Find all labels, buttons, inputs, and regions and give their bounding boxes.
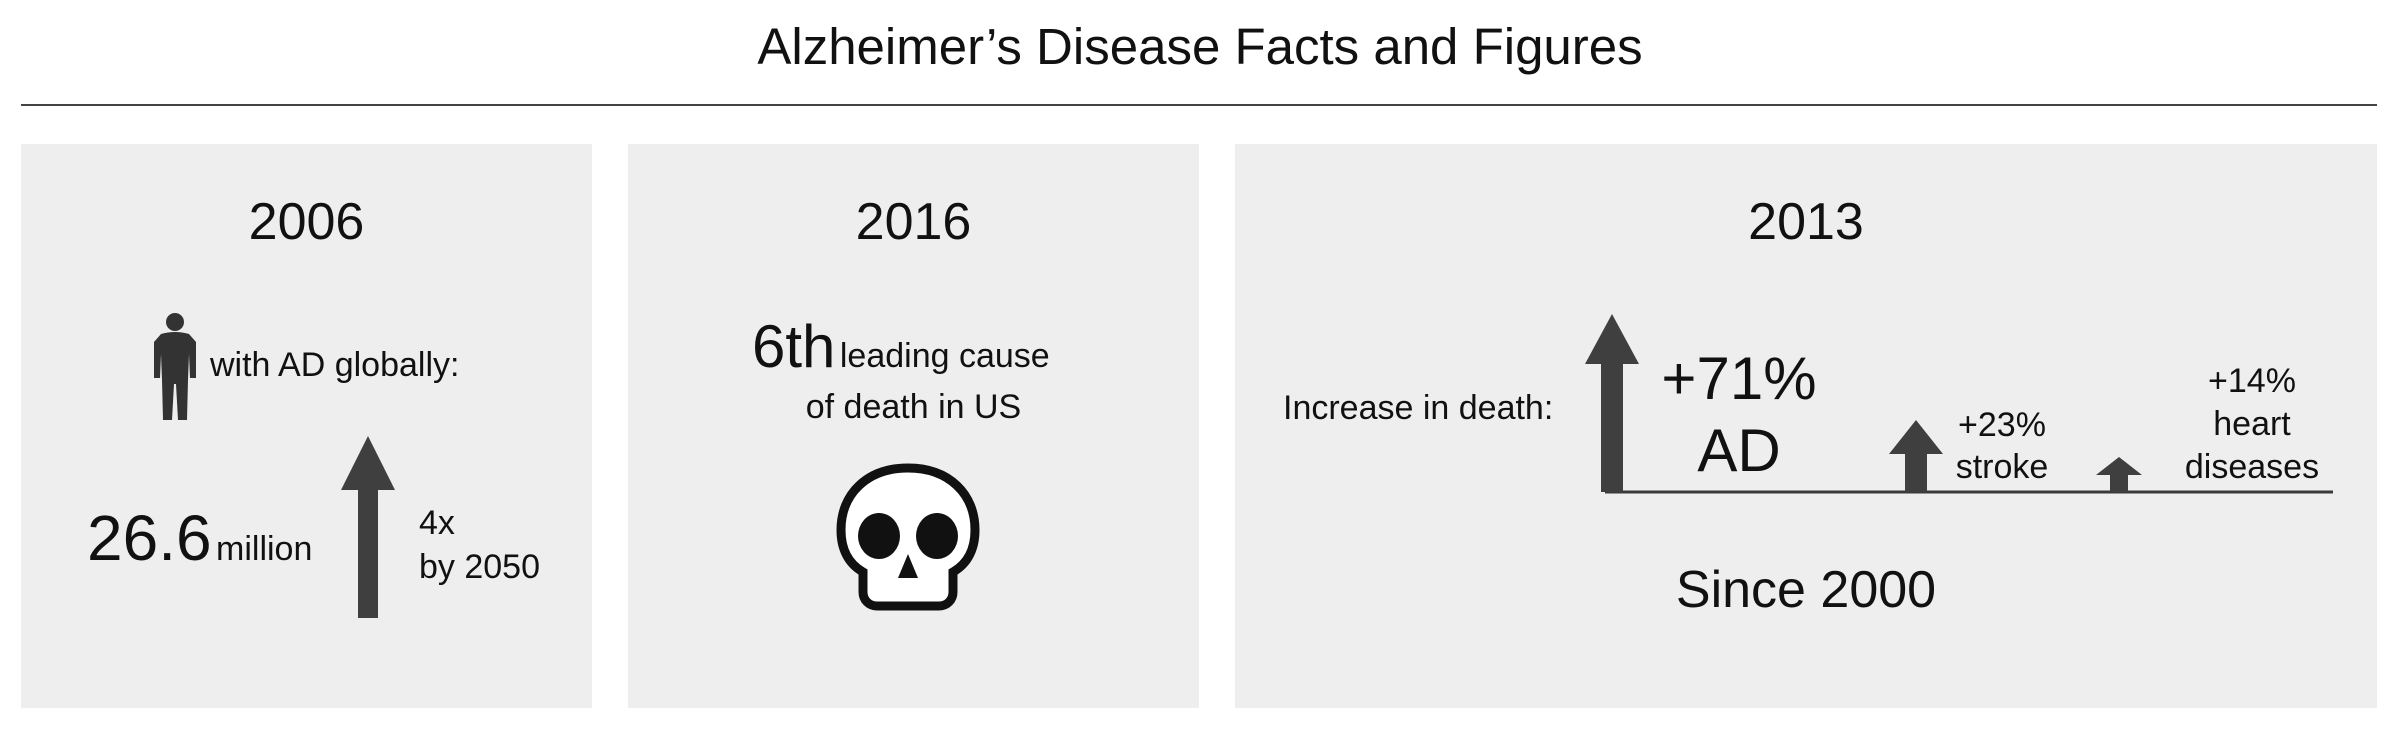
- heart-value: +14%: [2208, 362, 2296, 400]
- ad-value: +71%: [1661, 345, 1817, 412]
- growth-year: by 2050: [419, 548, 540, 586]
- leading-cause-panel: 2016 6th leading cause of death in US: [628, 144, 1199, 708]
- person-silhouette-icon: [154, 313, 196, 420]
- panel-year: 2006: [248, 193, 365, 251]
- panel-year: 2016: [855, 193, 972, 251]
- rank-text-line1: leading cause: [839, 337, 1050, 375]
- title-divider: [21, 104, 2377, 106]
- rank-text-line2: of death in US: [805, 388, 1022, 426]
- heart-label-line2: diseases: [2184, 448, 2320, 486]
- heart-arrow-icon: [2096, 457, 2142, 492]
- since-label: Since 2000: [1675, 561, 1937, 619]
- growth-multiplier: 4x: [419, 504, 455, 542]
- panel-year: 2013: [1748, 193, 1864, 251]
- stroke-label: stroke: [1955, 448, 2049, 486]
- with-ad-label: with AD globally:: [210, 346, 460, 384]
- stroke-arrow-icon: [1889, 420, 1943, 492]
- death-increase-panel: 2013 Increase in death: +71% AD +23% str…: [1235, 144, 2377, 708]
- count-number: 26.6: [87, 502, 212, 574]
- count-unit: million: [216, 530, 313, 568]
- skull-icon: [836, 463, 980, 611]
- global-cases-panel: 2006 with AD globally: 26.6 million 4x b…: [21, 144, 592, 708]
- ad-arrow-icon: [1585, 314, 1639, 492]
- rank-line: 6th leading cause: [752, 312, 1050, 382]
- global-count: 26.6 million: [87, 502, 312, 574]
- growth-arrow-icon: [341, 436, 395, 618]
- stroke-value: +23%: [1958, 406, 2046, 444]
- increase-label: Increase in death:: [1283, 389, 1554, 427]
- ad-label: AD: [1697, 417, 1781, 484]
- heart-label-line1: heart: [2213, 405, 2291, 443]
- rank-number: 6th: [752, 313, 836, 380]
- page-title: Alzheimer’s Disease Facts and Figures: [757, 18, 1643, 75]
- death-increase-bars: [1585, 314, 2333, 494]
